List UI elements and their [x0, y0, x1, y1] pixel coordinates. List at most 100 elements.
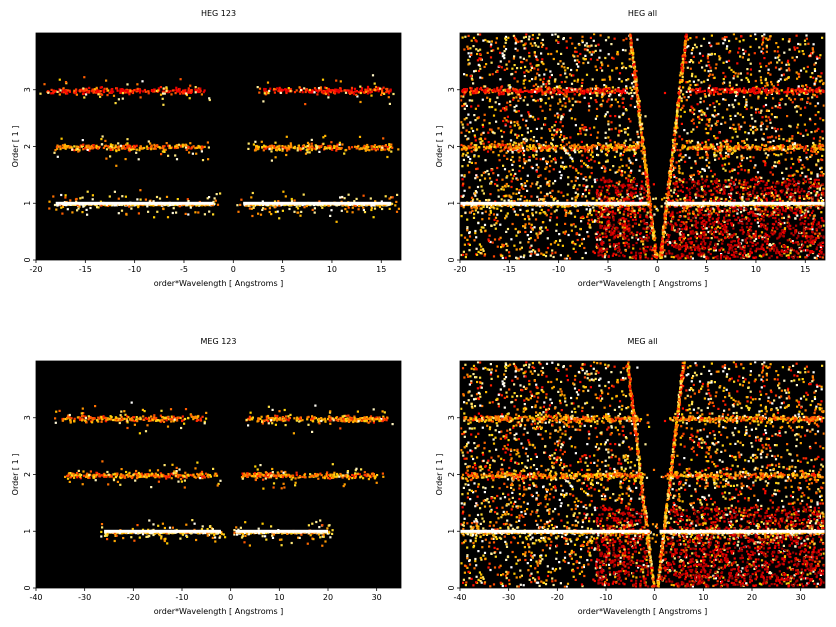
- panel-1-pixel: [248, 143, 250, 145]
- panel-2-pixel: [553, 134, 555, 136]
- panel-2-pixel: [464, 174, 466, 176]
- panel-2-pixel: [629, 256, 631, 258]
- panel-2-pixel: [711, 125, 713, 127]
- panel-2-pixel: [536, 128, 538, 130]
- panel-2-pixel: [489, 177, 491, 179]
- panel-1-pixel: [299, 86, 301, 88]
- panel-2-pixel: [745, 77, 747, 79]
- panel-2-pixel: [476, 128, 478, 130]
- panel-1-pixel: [329, 215, 331, 217]
- panel-1-pixel: [341, 196, 343, 198]
- panel-2-pixel: [590, 37, 592, 39]
- panel-2-pixel: [690, 106, 692, 108]
- panel-1-pixel: [270, 150, 272, 152]
- panel-2-pixel: [515, 228, 517, 230]
- panel-2-pixel: [537, 118, 539, 120]
- panel-2-pixel: [782, 38, 784, 40]
- panel-2-pixel: [601, 232, 603, 234]
- panel-2-pixel: [532, 167, 534, 169]
- panel-1-pixel: [187, 146, 189, 148]
- panel-2-pixel: [460, 132, 462, 134]
- panel-2-pixel: [686, 99, 688, 101]
- panel-2-pixel: [520, 67, 522, 69]
- panel-2-pixel: [568, 100, 570, 102]
- panel-2-pixel: [498, 238, 500, 240]
- panel-2-pixel: [778, 135, 780, 137]
- panel-2-pixel: [799, 43, 801, 45]
- panel-2-pixel: [537, 143, 539, 145]
- panel-2-pixel: [722, 168, 724, 170]
- panel-2-pixel: [797, 158, 799, 160]
- panel-1-pixel: [365, 150, 367, 152]
- panel-2-pixel: [531, 209, 533, 211]
- panel-1-pixel: [148, 140, 150, 142]
- panel-2-pixel: [811, 72, 813, 74]
- panel-2-pixel: [766, 51, 768, 53]
- panel-2-pixel: [591, 214, 593, 216]
- panel-2-pixel: [763, 33, 765, 35]
- panel-2-pixel: [770, 81, 772, 83]
- panel-2-pixel: [591, 54, 593, 56]
- panel-1-pixel: [92, 198, 94, 200]
- panel-2-pixel: [561, 105, 563, 107]
- panel-1-pixel: [302, 147, 304, 149]
- panel-1-pixel: [288, 145, 290, 147]
- panel-2-pixel: [541, 230, 543, 232]
- panel-2-pixel: [468, 232, 470, 234]
- panel-2-pixel: [775, 67, 777, 69]
- panel-2-pixel: [489, 100, 491, 102]
- panel-2-pixel: [594, 181, 596, 183]
- panel-2-pixel: [719, 227, 721, 229]
- panel-2-pixel: [799, 174, 801, 176]
- panel-2-pixel: [513, 175, 515, 177]
- panel-2-pixel: [796, 35, 798, 37]
- panel-2-pixel: [736, 84, 738, 86]
- panel-2-pixel: [761, 231, 763, 233]
- panel-2-pixel: [669, 242, 671, 244]
- panel-2-pixel: [776, 61, 778, 63]
- panel-2-pixel: [623, 39, 625, 41]
- panel-2-pixel: [809, 214, 811, 216]
- panel-2-pixel: [767, 72, 769, 74]
- panel-2-pixel: [710, 70, 712, 72]
- panel-1-pixel: [259, 88, 261, 90]
- panel-2-pixel: [741, 239, 743, 241]
- panel-2-pixel: [737, 75, 739, 77]
- panel-2-pixel: [819, 189, 821, 191]
- panel-1-pixel: [350, 91, 352, 93]
- panel-2-pixel: [695, 208, 697, 210]
- panel-2-pixel: [763, 57, 765, 59]
- panel-2-pixel: [512, 99, 514, 101]
- panel-2-pixel: [529, 80, 531, 82]
- panel-1-pixel: [143, 147, 145, 149]
- panel-1-pixel: [387, 146, 389, 148]
- panel-1-pixel: [208, 146, 210, 148]
- panel-2-pixel: [766, 82, 768, 84]
- panel-2-pixel: [805, 176, 807, 178]
- panel-2-pixel: [558, 233, 560, 235]
- panel-2-pixel: [525, 120, 527, 122]
- panel-1-pixel: [79, 90, 81, 92]
- panel-2-pixel: [729, 127, 731, 129]
- panel-2-pixel: [794, 218, 796, 220]
- panel-2-pixel: [464, 190, 466, 192]
- panel-2-pixel: [797, 124, 799, 126]
- panel-1-pixel: [126, 83, 128, 85]
- panel-2-pixel: [796, 215, 798, 217]
- panel-2-pixel: [631, 82, 633, 84]
- panel-1-pixel: [82, 87, 84, 89]
- panel-2-pixel: [546, 229, 548, 231]
- panel-1-pixel: [159, 198, 161, 200]
- panel-2-pixel: [518, 159, 520, 161]
- panel-2-pixel: [719, 192, 721, 194]
- panel-1-pixel: [160, 94, 162, 96]
- panel-2-pixel: [530, 130, 532, 132]
- panel-2-pixel: [595, 99, 597, 101]
- panel-2-pixel: [583, 162, 585, 164]
- panel-2-pixel: [625, 140, 627, 142]
- panel-2-pixel: [607, 65, 609, 67]
- panel-2-pixel: [495, 228, 497, 230]
- panel-2-pixel: [722, 72, 724, 74]
- panel-2-pixel: [544, 195, 546, 197]
- panel-2-pixel: [708, 125, 710, 127]
